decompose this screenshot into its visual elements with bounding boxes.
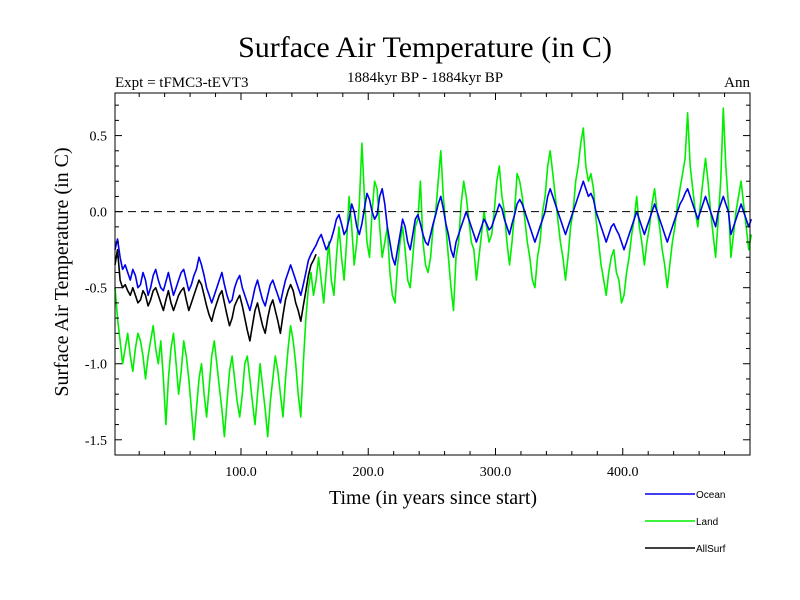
x-tick-label: 300.0 — [480, 465, 512, 480]
x-tick-label: 200.0 — [352, 465, 384, 480]
y-tick-label: 0.0 — [90, 206, 108, 221]
y-axis-label: Surface Air Temperature (in C) — [51, 147, 73, 396]
axis-ticks: 100.0 200.0 300.0 400.0 0.5 0.0 -0.5 -1.0 -1.5 — [85, 93, 750, 480]
y-tick-label: -1.0 — [85, 358, 107, 373]
y-tick-label: 0.5 — [90, 130, 108, 145]
plot-frame — [114, 92, 751, 456]
series-line-land — [114, 107, 753, 441]
y-tick-label: -0.5 — [85, 282, 107, 297]
period-label: 1884kyr BP - 1884kyr BP — [347, 70, 503, 86]
y-tick-label: -1.5 — [85, 434, 107, 449]
x-axis-label: Time (in years since start) — [329, 487, 537, 509]
x-tick-label: 400.0 — [607, 465, 639, 480]
series-line-ocean — [114, 180, 753, 312]
experiment-label: Expt = tFMC3-tEVT3 — [115, 75, 248, 91]
legend: Ocean Land AllSurf — [645, 490, 726, 555]
legend-label-ocean: Ocean — [696, 490, 725, 501]
season-label: Ann — [724, 75, 750, 91]
series-layer — [114, 107, 753, 441]
chart-title: Surface Air Temperature (in C) — [238, 31, 612, 64]
series-line-allsurf — [114, 248, 317, 342]
plot-area: 100.0 200.0 300.0 400.0 0.5 0.0 -0.5 -1.0 -1.5 — [85, 92, 753, 480]
x-tick-label: 100.0 — [225, 465, 257, 480]
legend-label-land: Land — [696, 517, 718, 528]
legend-label-allsurf: AllSurf — [696, 544, 726, 555]
